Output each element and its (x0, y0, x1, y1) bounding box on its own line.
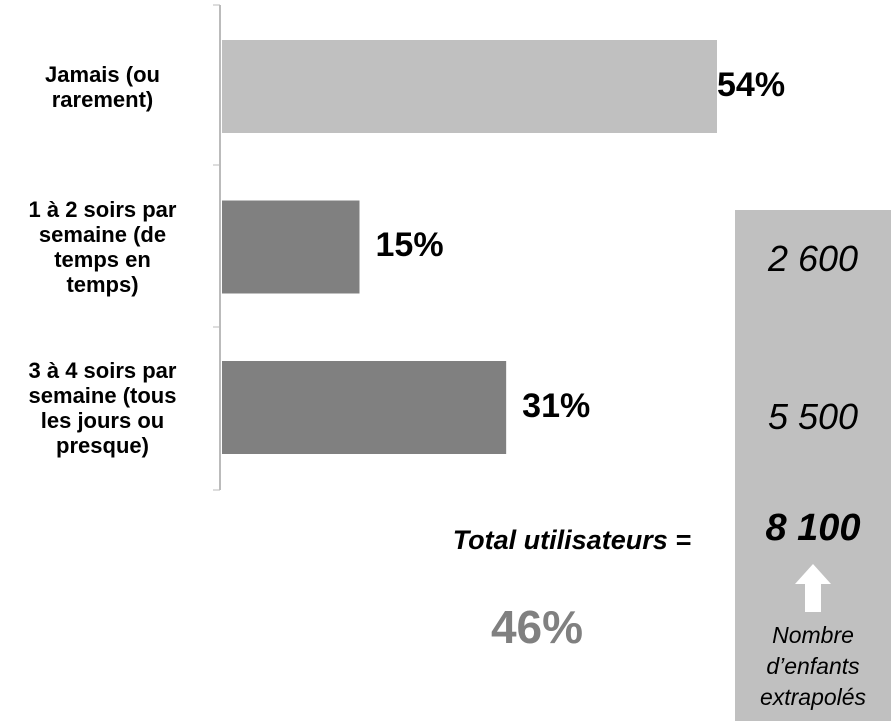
panel-total: 8 100 (765, 507, 861, 549)
value-label: 31% (522, 386, 591, 425)
panel-value: 5 500 (767, 396, 859, 437)
bar (222, 361, 507, 454)
side-panel: 2 600 5 500 8 100 Nombre d’enfants extra… (735, 210, 891, 721)
category-label: 1 à 2 soirs par semaine (de temps en tem… (28, 197, 177, 297)
value-label: 54% (717, 65, 786, 104)
category-label: Jamais (ou rarement) (45, 61, 160, 112)
value-label: 15% (375, 226, 444, 264)
panel-value: 2 600 (767, 238, 859, 279)
category-label: 3 à 4 soirs par semaine (tous les jours … (28, 357, 177, 458)
bar (222, 40, 717, 133)
panel-caption: Nombre d’enfants extrapolés (759, 622, 867, 710)
total-label: Total utilisateurs = (452, 525, 691, 555)
bar (222, 200, 360, 294)
total-value: 46% (490, 601, 584, 653)
arrow (795, 564, 831, 612)
